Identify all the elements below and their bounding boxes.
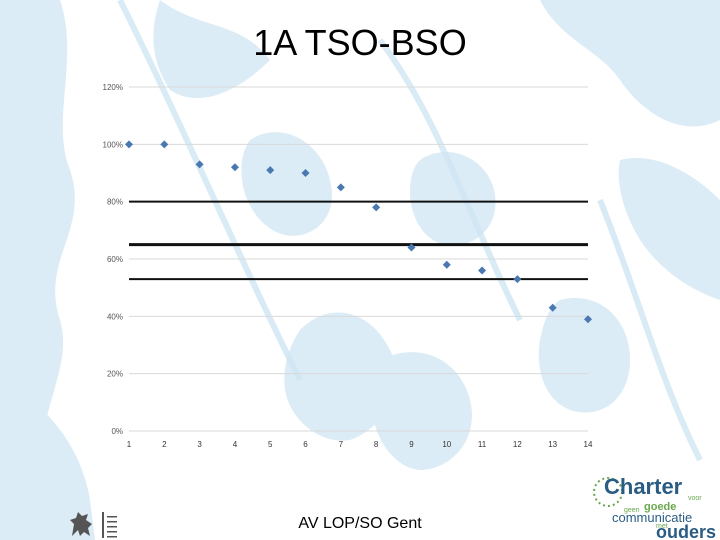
data-point — [160, 140, 169, 149]
charter-logo-voor: voor — [688, 495, 702, 502]
data-point — [478, 266, 487, 275]
y-tick-label: 60% — [107, 255, 123, 264]
data-point — [230, 163, 239, 172]
x-tick-label: 1 — [127, 440, 132, 449]
data-point — [301, 169, 310, 177]
y-tick-label: 120% — [103, 83, 123, 92]
data-point — [266, 166, 275, 175]
y-tick-label: 20% — [107, 370, 123, 379]
x-tick-label: 7 — [339, 440, 344, 449]
x-tick-label: 4 — [233, 440, 238, 449]
data-point — [584, 315, 592, 324]
data-point — [125, 140, 133, 149]
data-point — [372, 203, 381, 212]
y-tick-label: 100% — [103, 140, 123, 149]
data-point — [548, 303, 557, 312]
charter-logo-met: met — [656, 523, 668, 530]
slide-title: 1A TSO-BSO — [253, 22, 467, 63]
footer-text: AV LOP/SO Gent — [298, 515, 422, 532]
x-tick-label: 10 — [442, 440, 451, 449]
data-point — [336, 183, 345, 192]
y-tick-label: 0% — [111, 427, 123, 436]
x-tick-label: 13 — [548, 440, 557, 449]
x-tick-label: 5 — [268, 440, 273, 449]
charter-logo-ouders: ouders — [656, 522, 716, 540]
x-tick-label: 3 — [197, 440, 202, 449]
x-tick-label: 8 — [374, 440, 379, 449]
x-tick-label: 6 — [303, 440, 308, 449]
charter-logo: Charter voor geen goede communicatie met… — [593, 474, 716, 540]
x-tick-label: 2 — [162, 440, 167, 449]
charter-logo-communicatie: communicatie — [612, 510, 692, 525]
charter-logo-goede: goede — [644, 501, 676, 513]
x-tick-label: 11 — [478, 440, 487, 449]
data-point — [442, 260, 451, 269]
x-tick-label: 12 — [513, 440, 522, 449]
charter-logo-geen: geen — [624, 507, 640, 514]
x-tick-label: 14 — [584, 440, 593, 449]
data-point — [407, 243, 416, 252]
charter-logo-title: Charter — [604, 474, 683, 499]
data-point — [513, 275, 522, 284]
flemish-lion-icon — [70, 512, 117, 538]
x-tick-label: 9 — [409, 440, 414, 449]
y-tick-label: 80% — [107, 198, 123, 207]
y-tick-label: 40% — [107, 312, 123, 321]
data-point — [195, 160, 204, 169]
